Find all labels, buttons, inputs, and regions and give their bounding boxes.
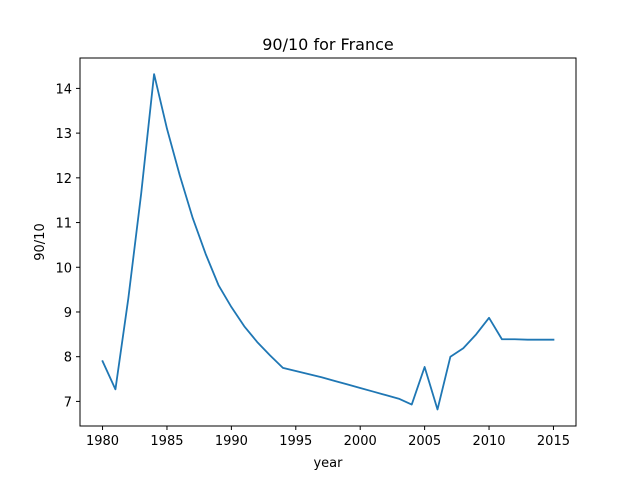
x-tick-label: 2015 — [537, 434, 570, 449]
series-line-0 — [101, 73, 555, 411]
x-tick-label: 1985 — [150, 434, 183, 449]
y-tick-label: 12 — [55, 172, 72, 187]
y-tick-label: 10 — [55, 261, 72, 276]
x-tick-label: 2010 — [472, 434, 505, 449]
y-tick-label: 9 — [64, 306, 72, 321]
y-tick-label: 8 — [64, 351, 72, 366]
x-tick-label: 1980 — [86, 434, 119, 449]
y-tick-label: 11 — [55, 217, 72, 232]
chart-title: 90/10 for France — [262, 35, 393, 54]
y-tick-label: 13 — [55, 127, 72, 142]
plot-area: 1980 1985 1990 1995 2000 2005 2010 2015 7 8 9 10 11 1… — [55, 57, 577, 449]
x-tick-label: 2005 — [408, 434, 441, 449]
y-tick-label: 14 — [55, 82, 72, 97]
y-axis-label: 90/10 — [33, 223, 48, 260]
x-tick-label: 1990 — [215, 434, 248, 449]
x-tick-label: 2000 — [344, 434, 377, 449]
x-axis-label: year — [313, 456, 343, 471]
axes-frame — [79, 57, 577, 427]
y-tick-label: 7 — [64, 395, 72, 410]
x-tick-label: 1995 — [279, 434, 312, 449]
